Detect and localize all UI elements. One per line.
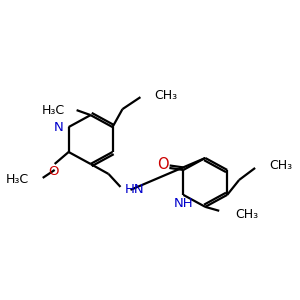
Text: O: O <box>158 158 169 172</box>
Text: CH₃: CH₃ <box>269 160 292 172</box>
Text: H₃C: H₃C <box>41 103 64 117</box>
Text: H₃C: H₃C <box>6 173 29 186</box>
Text: CH₃: CH₃ <box>235 208 258 221</box>
Text: NH: NH <box>173 197 193 210</box>
Text: CH₃: CH₃ <box>154 88 178 102</box>
Text: N: N <box>54 121 64 134</box>
Text: HN: HN <box>124 183 144 196</box>
Text: O: O <box>48 165 59 178</box>
